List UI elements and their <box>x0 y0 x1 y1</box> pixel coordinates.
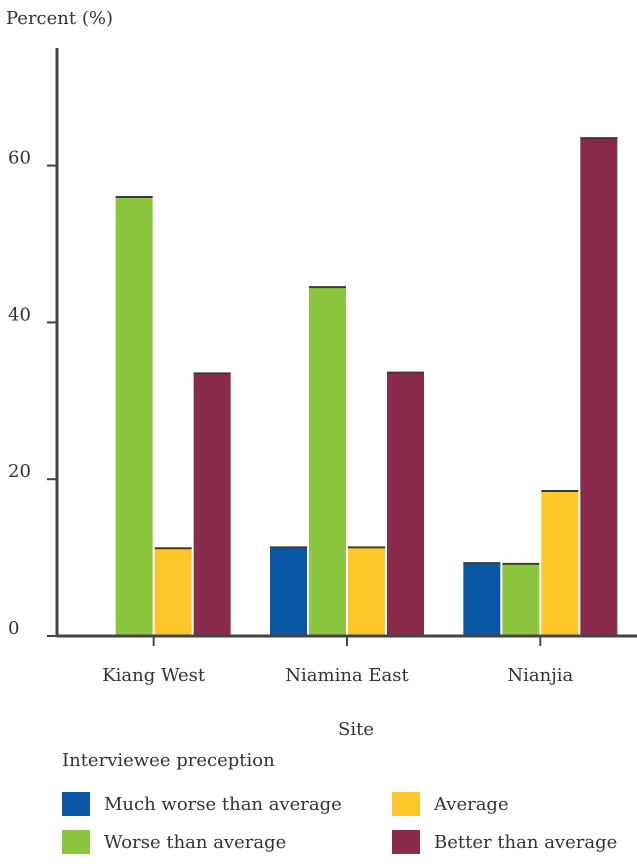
legend-swatch-much-worse <box>62 792 90 816</box>
legend-title: Interviewee preception <box>62 750 275 771</box>
legend-swatch-average <box>392 792 420 816</box>
y-tick-label: 20 <box>8 461 31 482</box>
y-tick-label: 0 <box>8 618 19 639</box>
bar-kiang-west-series-3 <box>193 373 231 636</box>
bar-nianjia-series-1 <box>502 563 540 636</box>
y-axis-title: Percent (%) <box>6 8 113 29</box>
y-tick-label: 40 <box>8 304 31 325</box>
legend-item-average: Average <box>392 791 622 817</box>
legend-item-better: Better than average <box>392 829 622 855</box>
legend-item-worse: Worse than average <box>62 829 392 855</box>
legend-label-average: Average <box>434 793 509 815</box>
bar-kiang-west-series-2 <box>154 548 192 636</box>
legend-label-much-worse: Much worse than average <box>104 793 342 815</box>
x-axis-categories: Kiang West Niamina East Nianjia <box>102 636 574 686</box>
x-category-label: Nianjia <box>507 665 573 686</box>
bar-nianjia-series-0 <box>463 563 501 636</box>
bar-niamina-east-series-3 <box>387 372 424 636</box>
x-category-label: Kiang West <box>102 665 206 686</box>
legend-item-much-worse: Much worse than average <box>62 791 392 817</box>
legend-label-worse: Worse than average <box>104 831 287 853</box>
bar-niamina-east-series-2 <box>348 547 385 636</box>
bar-kiang-west-series-1 <box>115 196 153 636</box>
bar-chart: Percent (%) 0 20 40 60 Kiang West Niamina Ea… <box>6 8 637 740</box>
y-tick-label: 60 <box>8 148 31 169</box>
legend-label-better: Better than average <box>434 831 618 853</box>
bar-nianjia-series-3 <box>580 138 618 636</box>
legend: Interviewee preception Much worse than a… <box>62 750 637 855</box>
bar-niamina-east-series-0 <box>270 547 307 636</box>
bar-nianjia-series-2 <box>541 490 579 636</box>
bars-group <box>115 137 618 636</box>
y-axis-ticks: 0 20 40 60 <box>8 148 57 639</box>
legend-grid: Much worse than average Average Worse th… <box>62 791 637 855</box>
bar-niamina-east-series-1 <box>309 287 346 636</box>
legend-swatch-better <box>392 830 420 854</box>
x-category-label: Niamina East <box>285 665 409 686</box>
legend-swatch-worse <box>62 830 90 854</box>
x-axis-title: Site <box>338 719 374 740</box>
